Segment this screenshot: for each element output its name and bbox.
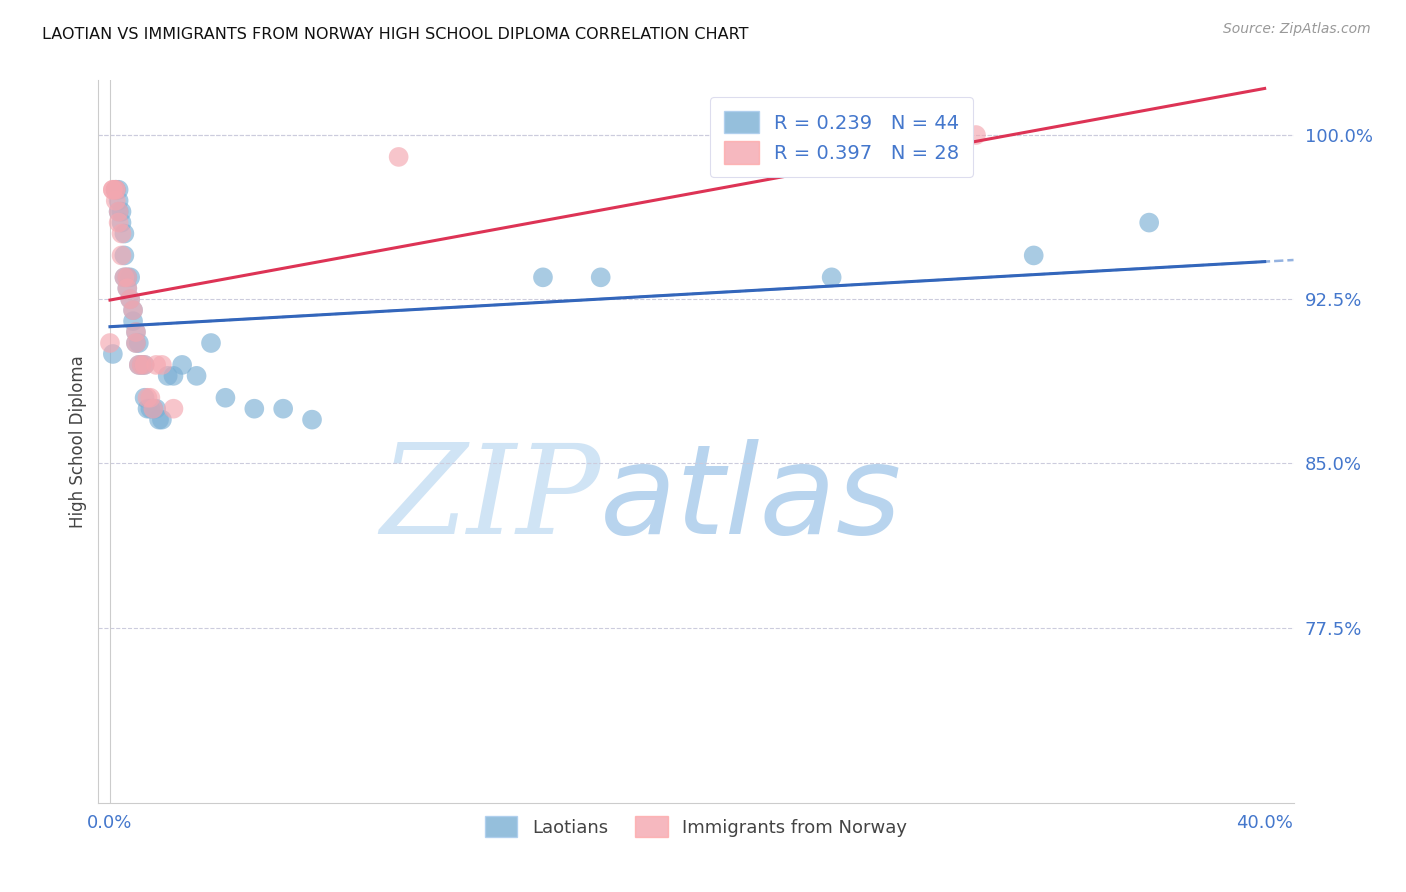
Point [122,303,145,318]
Point [172,358,194,372]
Point [120,292,142,306]
Point [128,336,150,351]
Point [128,358,150,372]
Point [122,314,145,328]
Point [142,401,165,416]
Point [107,204,129,219]
Point [112,248,135,262]
Point [104,183,127,197]
Text: atlas: atlas [600,439,903,560]
Point [117,270,139,285]
Point [200,336,222,351]
Point [104,183,127,197]
Text: Source: ZipAtlas.com: Source: ZipAtlas.com [1223,22,1371,37]
Point [101,183,124,197]
Point [214,391,236,405]
Point [134,391,156,405]
Point [139,401,162,416]
Point [1022,248,1045,262]
Point [134,358,156,372]
Point [101,183,124,197]
Point [131,358,153,372]
Point [145,401,167,416]
Point [117,281,139,295]
Point [162,401,184,416]
Point [107,204,129,219]
Point [120,292,142,306]
Point [112,270,135,285]
Point [125,336,148,351]
Point [122,303,145,318]
Point [142,401,165,416]
Point [125,336,148,351]
Point [145,358,167,372]
Point [107,216,129,230]
Point [104,183,127,197]
Point [301,412,323,426]
Point [186,368,208,383]
Point [162,368,184,383]
Point [110,216,132,230]
Point [150,358,173,372]
Point [125,325,148,339]
Legend: Laotians, Immigrants from Norway: Laotians, Immigrants from Norway [478,809,914,845]
Point [110,227,132,241]
Point [98,336,121,351]
Point [117,281,139,295]
Point [271,401,294,416]
Point [388,150,411,164]
Point [107,183,129,197]
Point [104,194,127,208]
Point [120,270,142,285]
Point [150,412,173,426]
Y-axis label: High School Diploma: High School Diploma [69,355,87,528]
Point [110,204,132,219]
Point [117,270,139,285]
Point [112,227,135,241]
Point [589,270,612,285]
Point [107,194,129,208]
Point [531,270,554,285]
Point [820,270,842,285]
Text: ZIP: ZIP [380,439,600,560]
Point [139,391,162,405]
Point [104,183,127,197]
Point [134,358,156,372]
Point [101,347,124,361]
Point [125,325,148,339]
Point [156,368,179,383]
Text: LAOTIAN VS IMMIGRANTS FROM NORWAY HIGH SCHOOL DIPLOMA CORRELATION CHART: LAOTIAN VS IMMIGRANTS FROM NORWAY HIGH S… [42,27,748,42]
Point [148,412,170,426]
Point [131,358,153,372]
Point [243,401,266,416]
Point [112,270,135,285]
Point [128,358,150,372]
Point [136,391,159,405]
Point [965,128,987,142]
Point [136,401,159,416]
Point [110,248,132,262]
Point [1137,216,1160,230]
